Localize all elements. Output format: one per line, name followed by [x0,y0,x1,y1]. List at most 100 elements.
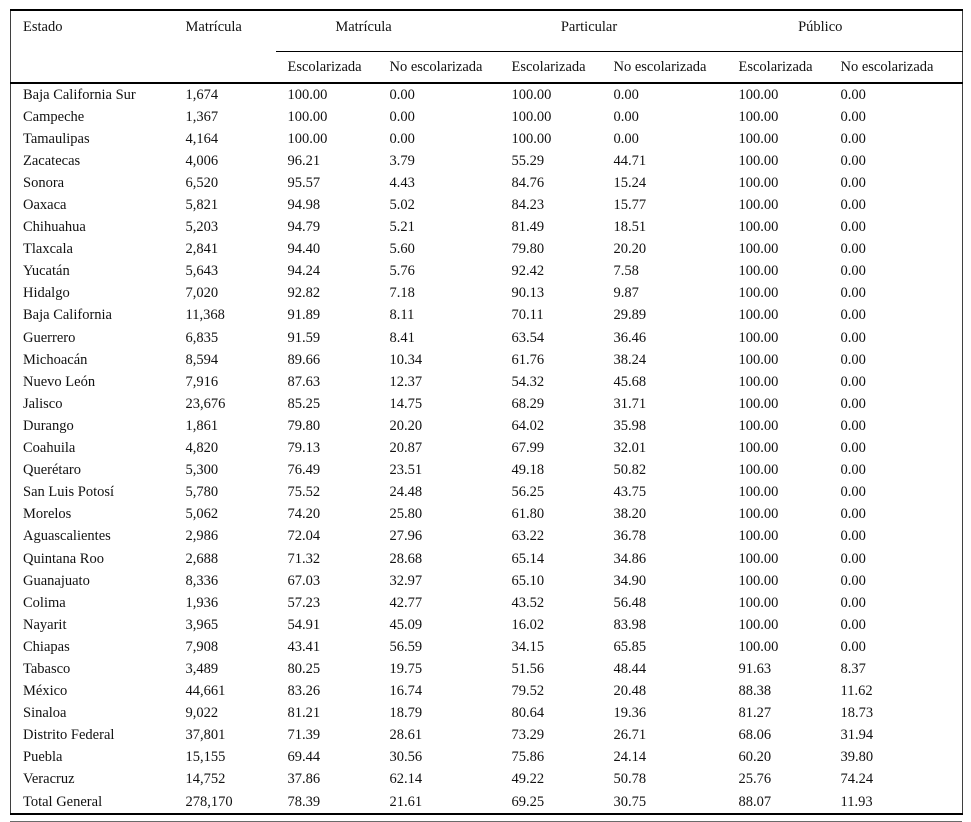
publico-escolarizada-cell: 100.00 [738,285,779,302]
particular-no-escolarizada-cell: 0.00 [613,130,639,147]
matricula-no-escolarizada-cell: 24.48 [389,484,423,501]
matricula-escolarizada-cell: 81.21 [287,705,321,722]
particular-no-escolarizada-cell: 48.44 [613,660,647,677]
particular-escolarizada-cell: 55.29 [511,152,545,169]
publico-escolarizada-cell: 100.00 [738,572,779,589]
matricula-escolarizada-cell: 72.04 [287,528,321,545]
publico-no-escolarizada-cell: 18.73 [840,705,874,722]
matricula-no-escolarizada-cell: 5.76 [389,263,415,280]
estado-cell: Sinaloa [23,705,67,722]
particular-escolarizada-cell: 73.29 [511,727,545,744]
particular-no-escolarizada-cell: 34.90 [613,572,647,589]
estado-cell: Coahuila [23,440,76,457]
matricula-cell: 278,170 [185,793,233,810]
publico-escolarizada-cell: 100.00 [738,417,779,434]
particular-escolarizada-cell: 54.32 [511,373,545,390]
table-row: Puebla 15,155 69.44 30.56 75.86 24.14 60.20 39.… [11,747,963,769]
matricula-escolarizada-cell: 94.98 [287,197,321,214]
particular-no-escolarizada-cell: 0.00 [613,86,639,103]
matricula-escolarizada-cell: 85.25 [287,395,321,412]
matricula-no-escolarizada-cell: 14.75 [389,395,423,412]
matricula-no-escolarizada-cell: 20.87 [389,440,423,457]
publico-escolarizada-cell: 25.76 [738,771,772,788]
table-row: Colima 1,936 57.23 42.77 43.52 56.48 100.00 0.0… [11,592,963,614]
particular-no-escolarizada-cell: 32.01 [613,440,647,457]
publico-escolarizada-cell: 100.00 [738,484,779,501]
table-header: Estado Matrícula Matrícula Particular Pú… [10,10,963,83]
particular-no-escolarizada-cell: 34.86 [613,550,647,567]
particular-no-escolarizada-cell: 36.46 [613,329,647,346]
matricula-no-escolarizada-cell: 0.00 [389,130,415,147]
subheader-publico-escolarizada: Escolarizada [738,58,813,75]
publico-escolarizada-cell: 100.00 [738,130,779,147]
matricula-no-escolarizada-cell: 8.41 [389,329,415,346]
enrollment-table: Estado Matrícula Matrícula Particular Pú… [10,9,963,816]
publico-escolarizada-cell: 91.63 [738,660,772,677]
matricula-cell: 5,203 [185,219,219,236]
publico-no-escolarizada-cell: 0.00 [840,307,866,324]
particular-no-escolarizada-cell: 20.20 [613,241,647,258]
matricula-no-escolarizada-cell: 28.68 [389,550,423,567]
particular-escolarizada-cell: 63.54 [511,329,545,346]
estado-cell: Guerrero [23,329,76,346]
table-row: Yucatán 5,643 94.24 5.76 92.42 7.58 100.00 0.00 [11,261,963,283]
matricula-escolarizada-cell: 100.00 [287,108,328,125]
group-header-matricula: Matrícula [275,10,500,52]
publico-no-escolarizada-cell: 0.00 [840,395,866,412]
matricula-escolarizada-cell: 89.66 [287,351,321,368]
estado-cell: Chiapas [23,638,70,655]
particular-escolarizada-cell: 43.52 [511,594,545,611]
publico-no-escolarizada-cell: 0.00 [840,484,866,501]
estado-cell: Tlaxcala [23,241,73,258]
estado-cell: México [23,683,68,700]
matricula-escolarizada-cell: 43.41 [287,638,321,655]
matricula-escolarizada-cell: 92.82 [287,285,321,302]
publico-escolarizada-cell: 100.00 [738,108,779,125]
matricula-no-escolarizada-cell: 7.18 [389,285,415,302]
matricula-escolarizada-cell: 91.59 [287,329,321,346]
publico-no-escolarizada-cell: 0.00 [840,197,866,214]
particular-no-escolarizada-cell: 44.71 [613,152,647,169]
matricula-escolarizada-cell: 57.23 [287,594,321,611]
matricula-cell: 1,861 [185,417,219,434]
matricula-no-escolarizada-cell: 32.97 [389,572,423,589]
estado-cell: Baja California [23,307,112,324]
matricula-escolarizada-cell: 75.52 [287,484,321,501]
particular-no-escolarizada-cell: 36.78 [613,528,647,545]
estado-cell: Nuevo León [23,373,96,390]
matricula-no-escolarizada-cell: 20.20 [389,417,423,434]
particular-escolarizada-cell: 100.00 [511,86,552,103]
publico-escolarizada-cell: 100.00 [738,263,779,280]
publico-no-escolarizada-cell: 0.00 [840,329,866,346]
table-row: Michoacán 8,594 89.66 10.34 61.76 38.24 100.00… [11,349,963,371]
subheader-publico-no-escolarizada: No escolarizada [840,58,934,75]
table-row: Tamaulipas 4,164 100.00 0.00 100.00 0.00 100.0… [11,128,963,150]
matricula-escolarizada-cell: 71.32 [287,550,321,567]
table-row: Baja California 11,368 91.89 8.11 70.11 29.89… [11,305,963,327]
publico-no-escolarizada-cell: 0.00 [840,285,866,302]
particular-no-escolarizada-cell: 31.71 [613,395,647,412]
publico-no-escolarizada-cell: 0.00 [840,219,866,236]
particular-escolarizada-cell: 56.25 [511,484,545,501]
matricula-cell: 23,676 [185,395,226,412]
particular-escolarizada-cell: 80.64 [511,705,545,722]
matricula-no-escolarizada-cell: 28.61 [389,727,423,744]
particular-no-escolarizada-cell: 30.75 [613,793,647,810]
table-row: Coahuila 4,820 79.13 20.87 67.99 32.01 100.00 0… [11,438,963,460]
particular-no-escolarizada-cell: 15.77 [613,197,647,214]
publico-escolarizada-cell: 100.00 [738,307,779,324]
column-header-estado: Estado [23,19,63,35]
publico-escolarizada-cell: 100.00 [738,462,779,479]
matricula-cell: 15,155 [185,749,226,766]
matricula-escolarizada-cell: 100.00 [287,86,328,103]
table-row: Morelos 5,062 74.20 25.80 61.80 38.20 100.00 0.… [11,504,963,526]
publico-no-escolarizada-cell: 0.00 [840,108,866,125]
publico-no-escolarizada-cell: 11.62 [840,683,873,700]
particular-no-escolarizada-cell: 43.75 [613,484,647,501]
particular-escolarizada-cell: 34.15 [511,638,545,655]
particular-escolarizada-cell: 64.02 [511,417,545,434]
particular-no-escolarizada-cell: 19.36 [613,705,647,722]
table-row: Campeche 1,367 100.00 0.00 100.00 0.00 100.00 0… [11,106,963,128]
matricula-no-escolarizada-cell: 25.80 [389,506,423,523]
